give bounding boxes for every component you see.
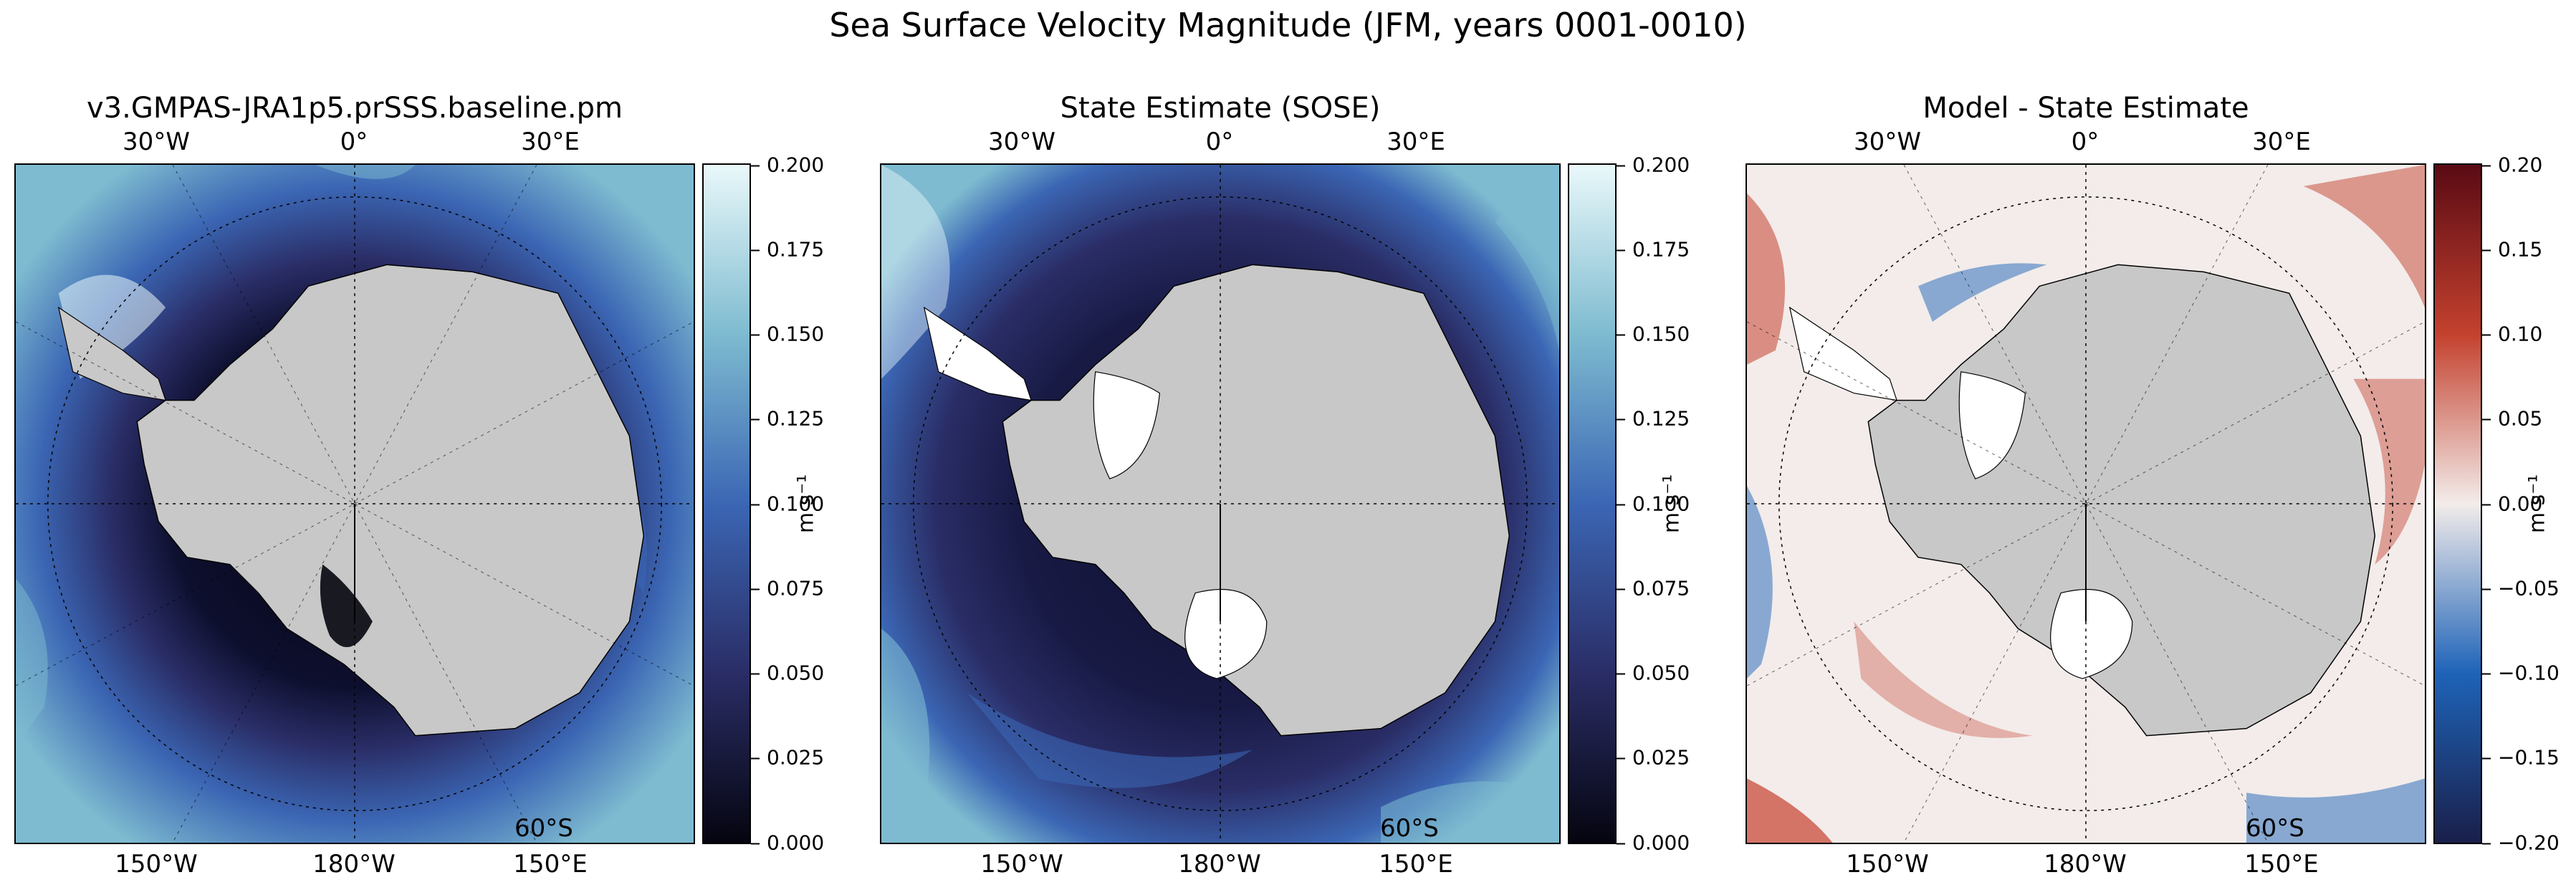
colorbar-tick: 0.100 [1617, 492, 1690, 516]
colorbar-tick: 0.000 [1617, 831, 1690, 855]
ice-shelf-weddell [1958, 371, 2026, 479]
colorbar-units: m s⁻¹ [2524, 474, 2550, 534]
graticule-60s [913, 196, 1528, 811]
lon-label-0: 0° [340, 128, 368, 156]
colorbar-units: m s⁻¹ [793, 474, 819, 534]
lat-label-60s: 60°S [1380, 814, 1439, 843]
panel-model: v3.GMPAS-JRA1p5.prSSS.baseline.pm 30°W 0… [0, 0, 846, 890]
colorbar-tick: 0.150 [1617, 322, 1690, 346]
colorbar-tick: 0.20 [2482, 153, 2542, 177]
colorbar-tick: −0.10 [2482, 661, 2560, 685]
graticule-meridians [16, 165, 694, 843]
map-graphic [881, 165, 1559, 843]
colorbar-tick: 0.150 [751, 322, 824, 346]
antarctic-peninsula [57, 306, 166, 401]
colorbar-tick: −0.15 [2482, 746, 2560, 770]
polar-map [1746, 163, 2426, 844]
ice-shelf-weddell [1093, 371, 1160, 479]
colorbar-tick: 0.15 [2482, 238, 2542, 262]
colorbar-tick: 0.000 [751, 831, 824, 855]
lon-label-0: 0° [2071, 128, 2099, 156]
colorbar-units: m s⁻¹ [1659, 474, 1685, 534]
colorbar-tick: 0.100 [751, 492, 824, 516]
lon-label-30w: 30°W [988, 128, 1055, 156]
panel-difference: Model - State Estimate 30°W 0° 30°E 60°S… [1731, 0, 2576, 890]
ice-shelf-ross [1184, 588, 1268, 679]
graticule-60s [47, 196, 662, 811]
lon-label-150e: 150°E [2244, 850, 2319, 879]
polar-map [880, 163, 1561, 844]
panel-title: State Estimate (SOSE) [1060, 92, 1381, 125]
lat-label-60s: 60°S [2246, 814, 2304, 843]
map-graphic [1747, 165, 2425, 843]
colorbar-tick: 0.200 [751, 153, 824, 177]
graticule-meridians [881, 165, 1559, 843]
colorbar-tick: 0.05 [2482, 407, 2542, 431]
colorbar-tick: 0.050 [1617, 661, 1690, 685]
panel-title: v3.GMPAS-JRA1p5.prSSS.baseline.pm [87, 92, 623, 125]
lon-label-180w: 180°W [312, 850, 396, 879]
lon-label-150w: 150°W [115, 850, 198, 879]
colorbar [1568, 163, 1617, 844]
colorbar-tick: 0.025 [751, 746, 824, 770]
colorbar [702, 163, 751, 844]
panel-title: Model - State Estimate [1923, 92, 2249, 125]
lon-label-30e: 30°E [2252, 128, 2311, 156]
antarctic-peninsula [1789, 306, 1897, 401]
ice-shelf-ross [2050, 588, 2133, 679]
graticule-60s [1778, 196, 2393, 811]
lon-label-30e: 30°E [1387, 128, 1445, 156]
colorbar-tick: 0.10 [2482, 322, 2542, 346]
panel-sose: State Estimate (SOSE) 30°W 0° 30°E [866, 0, 1711, 890]
lon-label-150w: 150°W [1846, 850, 1929, 879]
lon-label-150w: 150°W [980, 850, 1063, 879]
colorbar-tick: 0.075 [751, 577, 824, 600]
colorbar-tick: 0.075 [1617, 577, 1690, 600]
lon-label-150e: 150°E [1379, 850, 1453, 879]
antarctic-peninsula [923, 306, 1032, 401]
colorbar-tick: 0.050 [751, 661, 824, 685]
colorbar-tick: 0.200 [1617, 153, 1690, 177]
colorbar-tick: 0.175 [1617, 238, 1690, 262]
graticule-meridians [1747, 165, 2425, 843]
colorbar-tick: 0.125 [751, 407, 824, 431]
colorbar-tick: −0.20 [2482, 831, 2560, 855]
polar-map [14, 163, 695, 844]
lon-label-180w: 180°W [1178, 850, 1261, 879]
colorbar-tick: −0.05 [2482, 577, 2560, 600]
colorbar-tick: 0.00 [2482, 492, 2542, 516]
lon-label-180w: 180°W [2044, 850, 2127, 879]
colorbar-tick: 0.025 [1617, 746, 1690, 770]
lon-label-150e: 150°E [513, 850, 588, 879]
lon-label-30e: 30°E [521, 128, 580, 156]
lon-label-30w: 30°W [1854, 128, 1921, 156]
colorbar [2433, 163, 2482, 844]
figure-title: Sea Surface Velocity Magnitude (JFM, yea… [829, 6, 1747, 44]
map-graphic [16, 165, 694, 843]
colorbar-tick: 0.175 [751, 238, 824, 262]
lon-label-30w: 30°W [123, 128, 190, 156]
lat-label-60s: 60°S [514, 814, 573, 843]
colorbar-tick: 0.125 [1617, 407, 1690, 431]
lon-label-0: 0° [1205, 128, 1234, 156]
